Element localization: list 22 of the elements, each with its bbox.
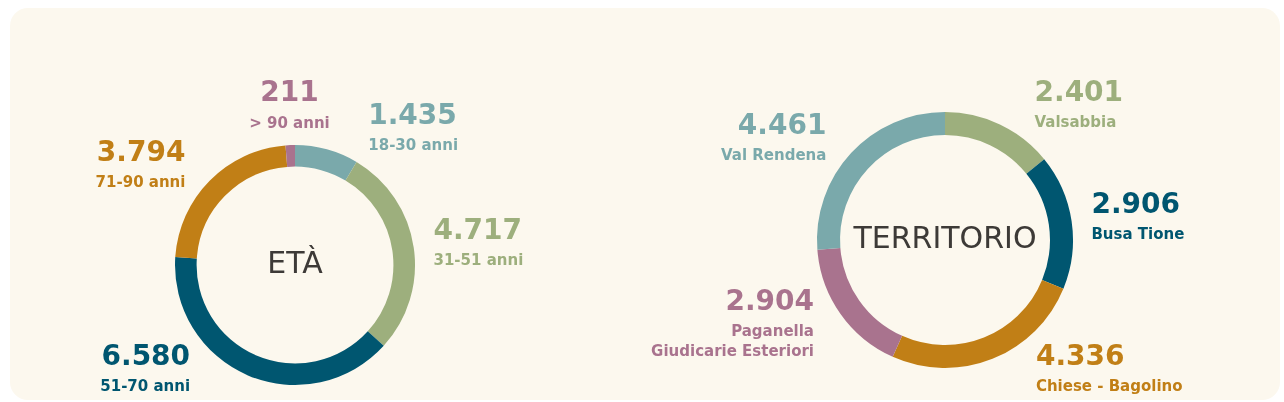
data-label: 4.717: [433, 212, 523, 246]
data-label: 3.794: [96, 134, 186, 168]
data-label: 6.580: [101, 339, 191, 373]
slice-label: Chiese - Bagolino: [1035, 377, 1183, 396]
slice-label: Valsabbia: [1034, 112, 1117, 131]
data-label: 211: [260, 75, 319, 109]
slice-label: Val Rendena: [721, 145, 827, 164]
slice-label: 31-51 anni: [433, 250, 524, 269]
data-label: 4.336: [1035, 339, 1125, 373]
text: TERRITORIO: [852, 219, 1037, 255]
data-label: 2.904: [725, 283, 814, 317]
slice-label: > 90 anni: [249, 113, 330, 132]
text: ETÀ: [267, 244, 324, 280]
data-label: 2.401: [1034, 74, 1124, 108]
slice-label: 71-90 anni: [95, 172, 186, 191]
slice-label: 18-30 anni: [368, 136, 459, 155]
data-label: 1.435: [368, 98, 457, 132]
data-label: 4.461: [737, 107, 827, 141]
slice-label: 51-70 anni: [100, 377, 191, 396]
slice-label: Busa Tione: [1091, 224, 1185, 243]
slice-label: Paganella Giudicarie Esteriori: [651, 321, 814, 360]
data-label: 2.906: [1091, 186, 1180, 220]
